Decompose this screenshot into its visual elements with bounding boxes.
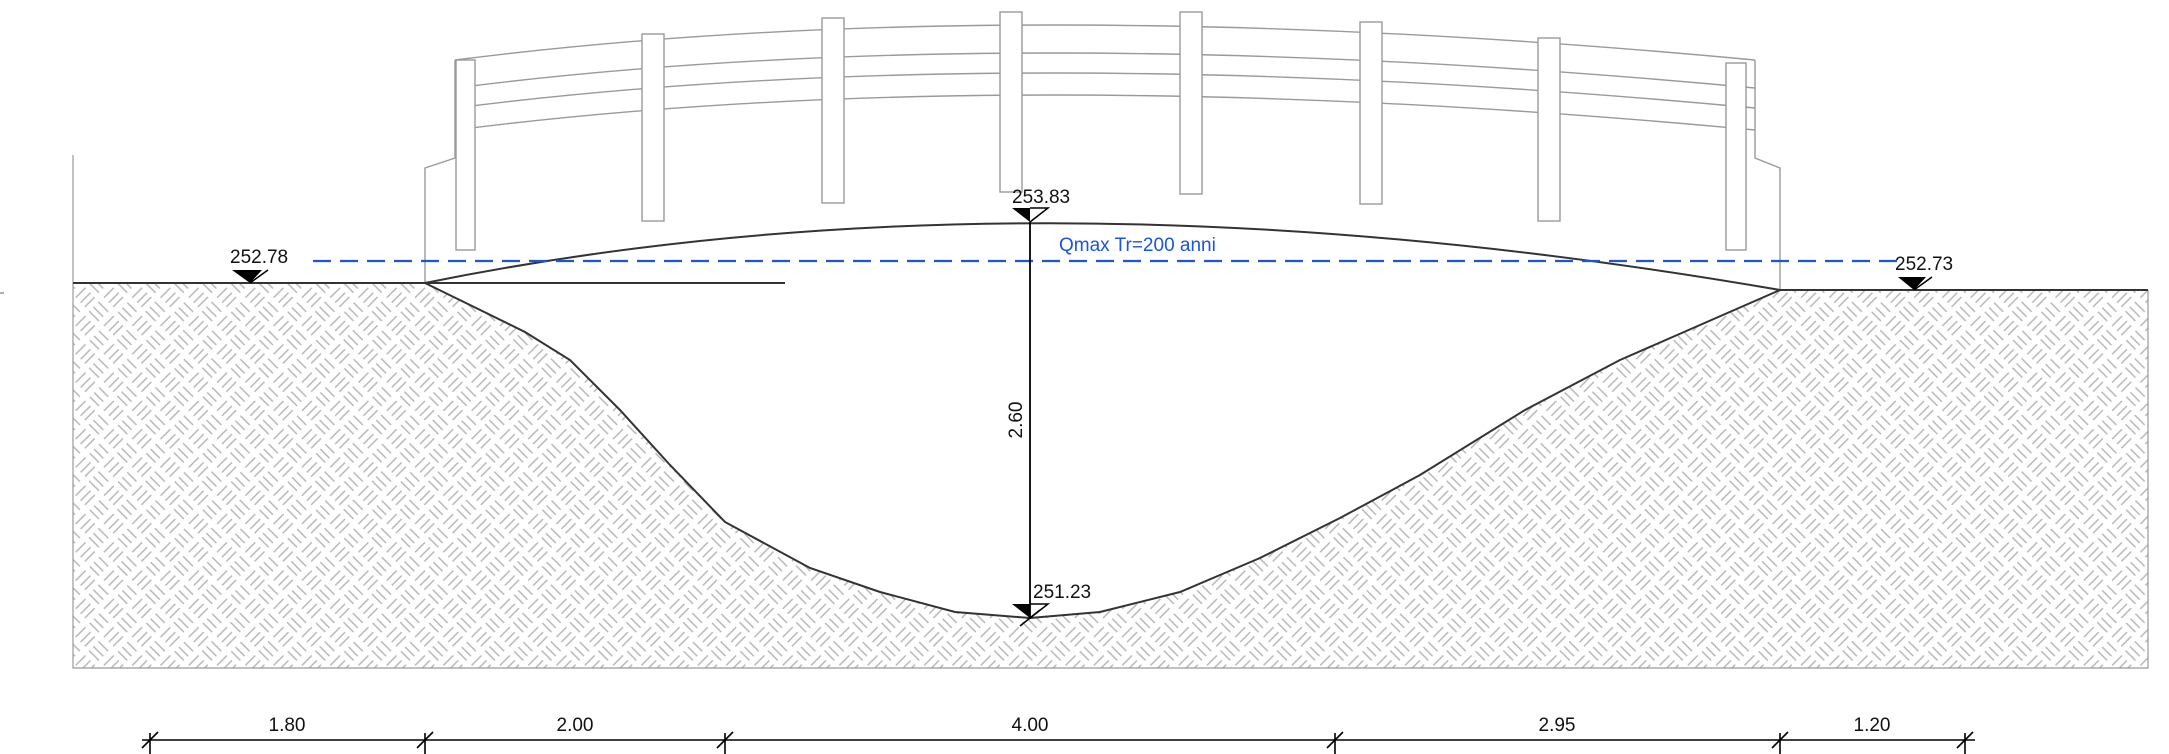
ground-border bbox=[72, 283, 2149, 669]
dimension-label-4: 2.95 bbox=[1539, 715, 1576, 736]
dimension-label-2: 2.00 bbox=[557, 715, 594, 736]
depth-dimension-label: 2.60 bbox=[1006, 402, 1027, 439]
flood-label: Qmax Tr=200 anni bbox=[1059, 235, 1216, 256]
level-marker-left-bank: 252.78 bbox=[230, 247, 288, 284]
ground-hatch bbox=[73, 283, 2148, 668]
dimension-label-1: 1.80 bbox=[269, 715, 306, 736]
level-marker-bridge-top: 253.83 bbox=[1012, 187, 1070, 223]
dimension-chain bbox=[141, 731, 1975, 754]
level-marker-channel-bottom: 251.23 bbox=[1012, 582, 1091, 627]
level-text-bridge-top: 253.83 bbox=[1012, 187, 1070, 208]
level-marker-right-bank: 252.73 bbox=[1895, 254, 1953, 291]
dimension-label-3: 4.00 bbox=[1012, 715, 1049, 736]
bridge-deck-arch bbox=[424, 222, 1781, 291]
level-text-right-bank: 252.73 bbox=[1895, 254, 1953, 275]
level-text-channel-bottom: 251.23 bbox=[1033, 582, 1091, 603]
bridge-railing bbox=[424, 11, 1781, 290]
level-text-left-bank: 252.78 bbox=[230, 247, 288, 268]
channel-profile bbox=[424, 282, 1781, 620]
dimension-label-5: 1.20 bbox=[1854, 715, 1891, 736]
